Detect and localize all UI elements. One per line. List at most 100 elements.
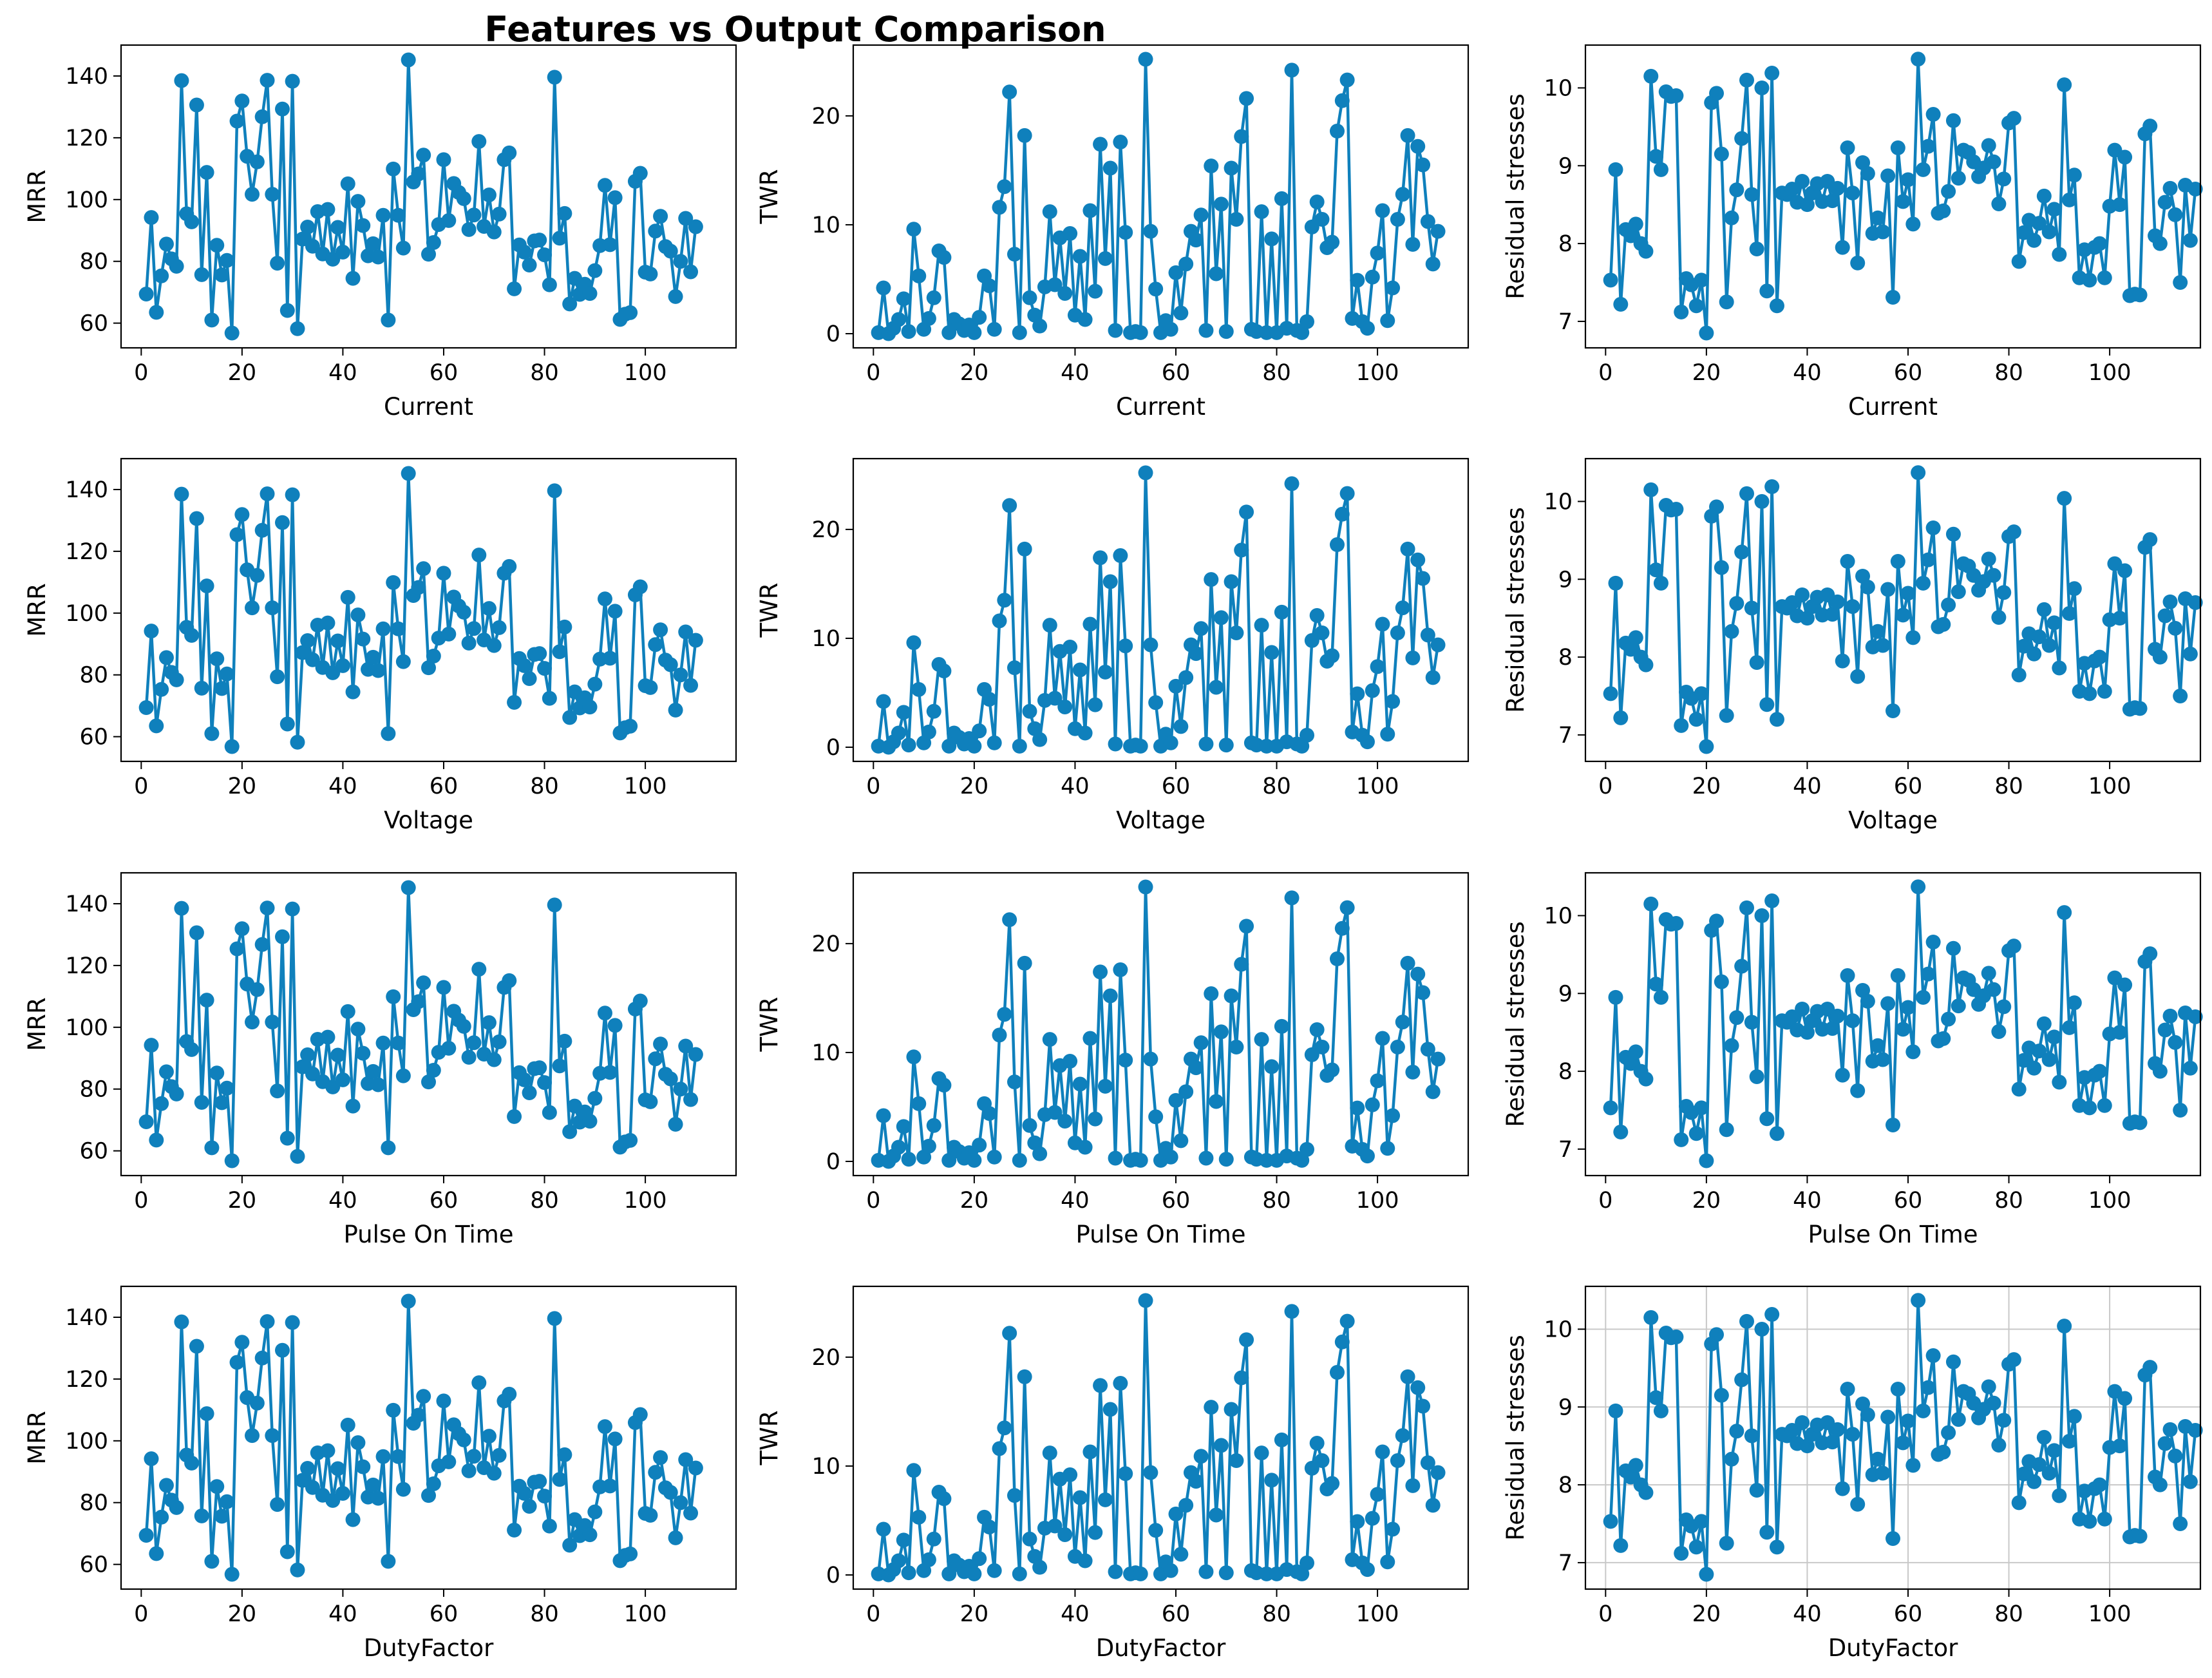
- data-point: [936, 663, 952, 679]
- x-tick-label: 80: [1262, 774, 1291, 799]
- data-point: [466, 207, 482, 223]
- data-point: [386, 1402, 401, 1418]
- data-point: [245, 1015, 260, 1030]
- data-point: [2052, 1488, 2067, 1503]
- data-point: [678, 624, 694, 640]
- data-point: [209, 651, 225, 667]
- data-point: [1198, 323, 1214, 338]
- data-point: [1900, 1000, 1916, 1015]
- data-point: [1415, 157, 1431, 173]
- x-tick-label: 20: [960, 1188, 989, 1214]
- data-point: [1072, 1490, 1088, 1505]
- x-tick-label: 20: [228, 360, 257, 386]
- data-point: [1390, 1040, 1405, 1055]
- data-point: [2052, 660, 2067, 676]
- y-axis-label: Residual stresses: [1502, 93, 1529, 300]
- data-point: [1234, 129, 1249, 144]
- data-point: [597, 178, 612, 193]
- data-point: [2016, 638, 2032, 654]
- data-point: [502, 145, 517, 160]
- data-point: [623, 305, 638, 320]
- y-tick-label: 9: [1558, 981, 1573, 1007]
- data-point: [1017, 955, 1032, 971]
- x-axis-label: Current: [1116, 393, 1205, 421]
- subplot-c43: 0 20 40 60 80 100 7 8 9 10 DutyFactor Residual stre…: [1502, 1285, 2203, 1662]
- data-point: [2006, 939, 2021, 954]
- data-point: [144, 1451, 159, 1467]
- data-point: [1168, 265, 1184, 280]
- data-point: [1108, 1150, 1123, 1166]
- x-axis-label: Current: [384, 393, 473, 421]
- data-point: [189, 97, 204, 113]
- data-point: [1754, 80, 1770, 95]
- data-point: [1649, 977, 1664, 992]
- data-point: [673, 254, 688, 269]
- data-point: [1739, 72, 1754, 88]
- data-point: [285, 73, 300, 89]
- data-point: [1643, 68, 1659, 84]
- data-point: [1229, 1040, 1244, 1055]
- y-tick-label: 120: [65, 539, 108, 565]
- data-point: [461, 1463, 477, 1478]
- data-point: [1198, 1564, 1214, 1579]
- data-point: [1148, 281, 1164, 297]
- data-point: [1077, 1553, 1093, 1568]
- data-point: [1875, 224, 1891, 240]
- data-point: [158, 650, 174, 665]
- x-axis-label: Voltage: [384, 806, 473, 834]
- data-point: [1734, 131, 1750, 146]
- data-point: [1714, 1387, 1729, 1403]
- data-point: [653, 1036, 668, 1052]
- data-point: [1022, 1531, 1037, 1547]
- data-point: [2168, 207, 2183, 222]
- data-point: [623, 718, 638, 734]
- data-point: [522, 257, 537, 272]
- data-point: [1829, 1008, 1845, 1024]
- data-point: [1905, 216, 1921, 232]
- data-point: [1063, 225, 1078, 241]
- data-point: [1284, 476, 1300, 491]
- data-point: [375, 621, 391, 636]
- data-point: [1880, 168, 1896, 184]
- data-point: [1890, 1381, 1905, 1397]
- data-point: [901, 1152, 916, 1167]
- data-point: [1845, 599, 1860, 615]
- data-point: [1339, 72, 1355, 88]
- data-point: [204, 1554, 220, 1569]
- data-point: [335, 1072, 350, 1087]
- data-point: [2061, 1020, 2077, 1035]
- data-point: [1996, 1413, 2012, 1428]
- data-point: [1133, 1152, 1148, 1168]
- data-point: [1385, 1521, 1401, 1537]
- y-tick-label: 120: [65, 953, 108, 979]
- data-point: [2157, 608, 2173, 624]
- data-point: [1875, 638, 1891, 653]
- data-point: [683, 1505, 699, 1521]
- data-point: [2052, 247, 2067, 262]
- data-point: [1102, 574, 1118, 589]
- x-tick-label: 0: [134, 1188, 148, 1214]
- data-point: [1724, 1038, 1739, 1053]
- data-point: [1668, 88, 1684, 104]
- data-point: [229, 527, 245, 542]
- x-tick-label: 100: [1356, 360, 1399, 386]
- data-point: [1097, 664, 1113, 680]
- data-point: [891, 1553, 906, 1568]
- data-point: [2142, 119, 2158, 134]
- data-point: [365, 649, 381, 665]
- data-point: [1744, 187, 1759, 202]
- data-point: [557, 619, 572, 634]
- y-tick-label: 10: [811, 1040, 840, 1066]
- data-point: [643, 1507, 658, 1523]
- data-point: [1643, 1310, 1659, 1325]
- data-point: [1042, 204, 1057, 220]
- data-point: [1895, 194, 1911, 209]
- data-point: [2027, 646, 2042, 662]
- data-point: [1850, 669, 1866, 684]
- data-point: [1688, 1540, 1704, 1555]
- data-point: [597, 591, 612, 607]
- data-point: [421, 1074, 436, 1090]
- data-point: [1329, 951, 1345, 967]
- data-point: [219, 253, 234, 268]
- x-tick-label: 80: [1994, 1188, 2023, 1214]
